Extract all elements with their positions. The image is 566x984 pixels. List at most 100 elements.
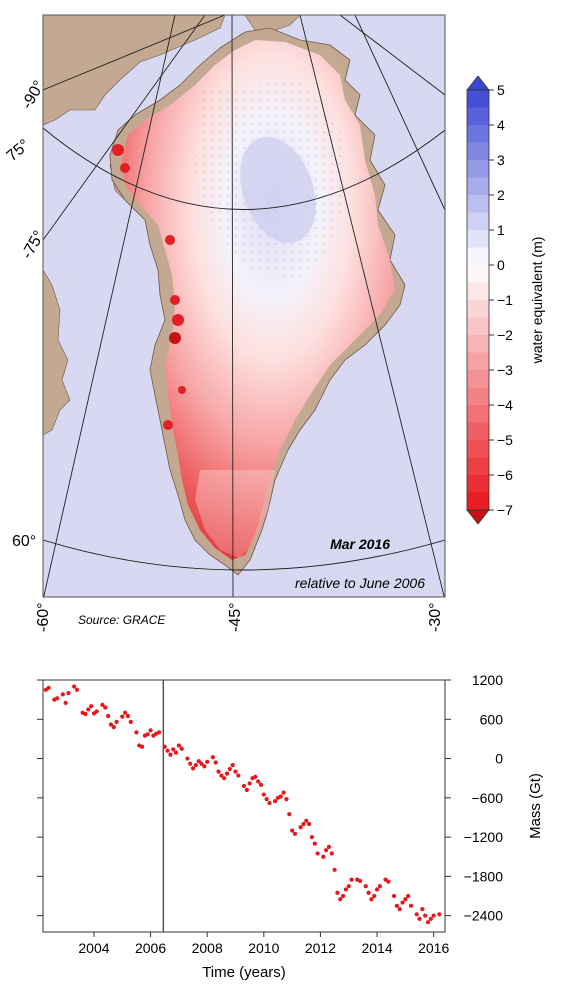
data-point xyxy=(66,690,71,696)
data-point xyxy=(114,719,119,724)
data-point xyxy=(139,744,145,749)
canada-land xyxy=(43,15,226,126)
colorbar-segment xyxy=(467,125,489,143)
colorbar-segment xyxy=(467,335,489,353)
data-point xyxy=(103,705,108,710)
data-point xyxy=(247,781,252,786)
data-point xyxy=(224,771,230,776)
data-point xyxy=(406,893,411,899)
colorbar-segment xyxy=(467,352,489,371)
data-point xyxy=(148,728,153,733)
colorbar-segment xyxy=(467,282,489,301)
data-point xyxy=(323,848,329,853)
data-point xyxy=(230,762,235,768)
y-tick-label: −1800 xyxy=(464,868,504,884)
data-point xyxy=(391,893,397,899)
data-point xyxy=(267,800,272,806)
data-point xyxy=(423,913,428,918)
map-subtitle: relative to June 2006 xyxy=(295,575,425,591)
colorbar-segment xyxy=(467,440,489,458)
south-lobe xyxy=(195,470,275,558)
data-point xyxy=(414,912,419,917)
data-point xyxy=(264,797,269,802)
colorbar-segment xyxy=(467,370,489,388)
plot-frame xyxy=(42,679,446,933)
data-point xyxy=(374,887,380,892)
data-point xyxy=(74,687,80,692)
colorbar-tick-label: −3 xyxy=(497,362,513,378)
data-point xyxy=(179,746,184,751)
data-point xyxy=(281,790,286,795)
data-point xyxy=(394,903,399,908)
lon-label-bottom-1: -60° xyxy=(35,602,52,632)
y-axis-label: Mass (Gt) xyxy=(527,773,544,839)
colorbar-segment xyxy=(467,422,489,441)
lon-label-bottom-3: -30° xyxy=(427,602,444,632)
data-point xyxy=(386,879,391,884)
colorbar-segment xyxy=(467,457,489,476)
y-axis-ticks: 1200 600 0 −600 −1200 −1800 −2400 xyxy=(37,672,503,924)
data-point xyxy=(369,897,374,902)
lat-label-60: 60° xyxy=(12,533,36,550)
data-point xyxy=(213,760,218,765)
colorbar-segment xyxy=(467,212,489,231)
data-point xyxy=(366,890,371,895)
x-tick-label: 2010 xyxy=(248,940,279,956)
data-point xyxy=(292,831,298,836)
data-point xyxy=(227,766,232,772)
y-tick-label: 600 xyxy=(480,711,504,727)
data-point xyxy=(145,732,150,737)
colorbar-label: water equivalent (m) xyxy=(529,237,545,365)
y-tick-label: −2400 xyxy=(464,908,504,924)
colorbar-tick-label: 1 xyxy=(497,222,505,238)
mass-points xyxy=(43,684,442,925)
data-point xyxy=(258,782,264,787)
data-point xyxy=(304,818,309,823)
loss-spots xyxy=(112,144,186,430)
data-point xyxy=(60,692,65,697)
colorbar-tick-label: 0 xyxy=(497,257,505,273)
data-point xyxy=(284,797,289,802)
data-point xyxy=(46,685,51,690)
data-point xyxy=(236,773,241,778)
data-point xyxy=(205,759,210,764)
data-point xyxy=(72,684,77,689)
data-point xyxy=(346,884,351,889)
data-point xyxy=(188,761,193,766)
y-tick-label: 0 xyxy=(495,751,503,767)
colorbar-tick-label: −7 xyxy=(497,502,513,518)
data-point xyxy=(83,711,88,717)
data-point xyxy=(165,748,170,753)
colorbar-segment xyxy=(467,265,489,283)
data-point xyxy=(417,916,422,922)
colorbar-segment xyxy=(467,405,489,423)
colorbar-segment xyxy=(467,247,489,266)
colorbar-segment xyxy=(467,142,489,161)
data-point xyxy=(363,884,368,889)
x-tick-label: 2012 xyxy=(305,940,336,956)
gain-region xyxy=(240,136,316,244)
data-point xyxy=(397,906,402,912)
colorbar-segment xyxy=(467,177,489,196)
data-point xyxy=(233,769,238,774)
data-point xyxy=(196,759,201,764)
data-point xyxy=(86,707,91,712)
data-point xyxy=(329,851,334,856)
data-point xyxy=(134,730,139,735)
x-tick-label: 2014 xyxy=(361,940,392,956)
map-title: Mar 2016 xyxy=(330,536,390,552)
data-point xyxy=(168,752,173,757)
data-point xyxy=(244,787,249,793)
colorbar-segment xyxy=(467,300,489,318)
data-point xyxy=(63,700,68,706)
data-point xyxy=(162,744,167,749)
data-point xyxy=(202,764,207,769)
data-point xyxy=(343,887,349,892)
data-point xyxy=(125,713,131,719)
data-point xyxy=(256,779,261,784)
data-point xyxy=(332,867,337,872)
x-tick-label: 2008 xyxy=(192,940,223,956)
data-point xyxy=(301,821,306,827)
colorbar-tick-label: −4 xyxy=(497,397,513,413)
x-tick-label: 2016 xyxy=(418,940,449,956)
